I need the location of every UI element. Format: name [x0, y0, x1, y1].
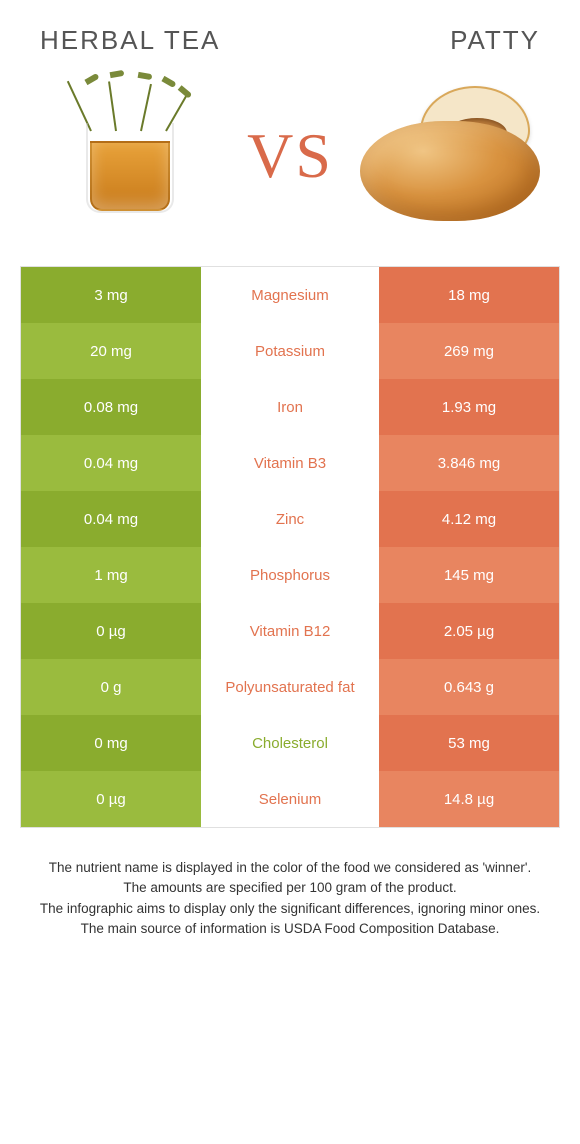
left-value-cell: 0.04 mg: [21, 435, 201, 491]
left-value-cell: 1 mg: [21, 547, 201, 603]
table-row: 0.04 mgVitamin B33.846 mg: [21, 435, 559, 491]
left-value-cell: 0.04 mg: [21, 491, 201, 547]
left-value-cell: 0 g: [21, 659, 201, 715]
table-row: 0 mgCholesterol53 mg: [21, 715, 559, 771]
footnote-line: The main source of information is USDA F…: [30, 919, 550, 939]
right-value-cell: 4.12 mg: [379, 491, 559, 547]
left-value-cell: 0 mg: [21, 715, 201, 771]
table-row: 0 gPolyunsaturated fat0.643 g: [21, 659, 559, 715]
right-value-cell: 145 mg: [379, 547, 559, 603]
right-food-image: [350, 76, 550, 236]
right-value-cell: 3.846 mg: [379, 435, 559, 491]
nutrient-label-cell: Potassium: [201, 323, 379, 379]
table-row: 1 mgPhosphorus145 mg: [21, 547, 559, 603]
right-value-cell: 0.643 g: [379, 659, 559, 715]
right-value-cell: 53 mg: [379, 715, 559, 771]
herbal-tea-icon: [80, 101, 180, 211]
left-value-cell: 20 mg: [21, 323, 201, 379]
right-value-cell: 2.05 µg: [379, 603, 559, 659]
header: Herbal tea Patty: [0, 0, 580, 66]
nutrient-label-cell: Vitamin B3: [201, 435, 379, 491]
nutrient-label-cell: Vitamin B12: [201, 603, 379, 659]
nutrient-label-cell: Phosphorus: [201, 547, 379, 603]
nutrient-label-cell: Cholesterol: [201, 715, 379, 771]
left-value-cell: 0 µg: [21, 603, 201, 659]
left-value-cell: 0 µg: [21, 771, 201, 827]
left-food-image: [30, 76, 230, 236]
nutrient-label-cell: Selenium: [201, 771, 379, 827]
comparison-table: 3 mgMagnesium18 mg20 mgPotassium269 mg0.…: [20, 266, 560, 828]
nutrient-label-cell: Zinc: [201, 491, 379, 547]
left-value-cell: 3 mg: [21, 267, 201, 323]
table-row: 3 mgMagnesium18 mg: [21, 267, 559, 323]
footnote-line: The nutrient name is displayed in the co…: [30, 858, 550, 878]
table-row: 0 µgVitamin B122.05 µg: [21, 603, 559, 659]
left-food-title: Herbal tea: [40, 25, 220, 56]
right-value-cell: 269 mg: [379, 323, 559, 379]
table-row: 0 µgSelenium14.8 µg: [21, 771, 559, 827]
right-food-title: Patty: [450, 25, 540, 56]
right-value-cell: 14.8 µg: [379, 771, 559, 827]
patty-icon: [360, 86, 540, 226]
left-value-cell: 0.08 mg: [21, 379, 201, 435]
right-value-cell: 18 mg: [379, 267, 559, 323]
footnote: The nutrient name is displayed in the co…: [0, 828, 580, 959]
nutrient-label-cell: Magnesium: [201, 267, 379, 323]
table-row: 0.04 mgZinc4.12 mg: [21, 491, 559, 547]
nutrient-label-cell: Iron: [201, 379, 379, 435]
footnote-line: The amounts are specified per 100 gram o…: [30, 878, 550, 898]
footnote-line: The infographic aims to display only the…: [30, 899, 550, 919]
table-row: 0.08 mgIron1.93 mg: [21, 379, 559, 435]
hero-row: VS: [0, 66, 580, 256]
right-value-cell: 1.93 mg: [379, 379, 559, 435]
vs-label: VS: [247, 119, 333, 193]
table-row: 20 mgPotassium269 mg: [21, 323, 559, 379]
nutrient-label-cell: Polyunsaturated fat: [201, 659, 379, 715]
